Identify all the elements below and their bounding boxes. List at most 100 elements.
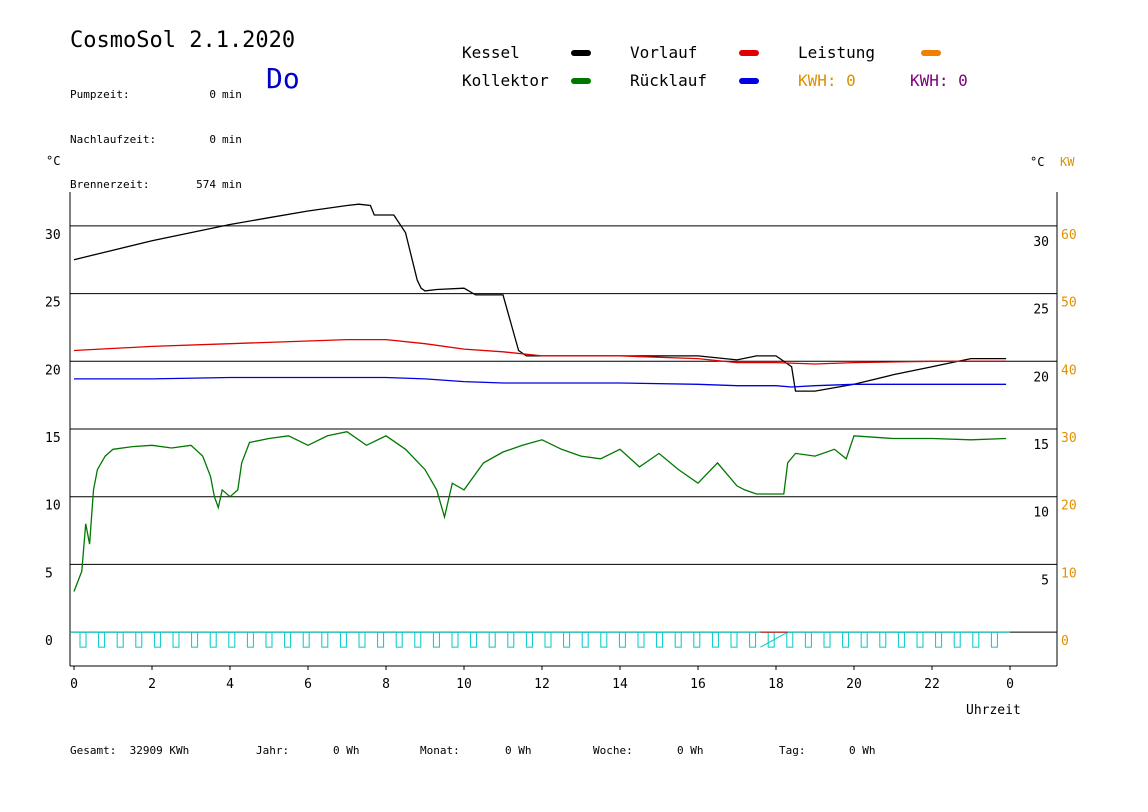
pump-pulse	[172, 631, 180, 648]
x-tick: 4	[226, 677, 234, 692]
pump-pulse	[265, 631, 273, 648]
pump-pulse	[358, 631, 366, 648]
pump-indicator	[70, 631, 1010, 648]
pump-pulse	[451, 631, 459, 648]
series-lines	[73, 203, 1007, 592]
pump-pulse	[637, 631, 645, 648]
y-tick-left: 20	[45, 363, 61, 378]
y-tick-kw: 50	[1061, 296, 1077, 311]
pump-pulse	[879, 631, 887, 648]
x-axis-label: Uhrzeit	[966, 703, 1021, 718]
pump-pulse	[135, 631, 143, 648]
legend-kollektor-label: Kollektor	[462, 71, 549, 90]
y-tick-kw: 60	[1061, 228, 1077, 243]
footer-jahr-label: Jahr:	[256, 744, 290, 757]
pump-pulse	[284, 631, 292, 648]
weekday-label: Do	[266, 62, 300, 95]
pump-pulse	[98, 631, 106, 648]
pump-pulse	[600, 631, 608, 648]
stat-unit: min	[222, 178, 242, 191]
x-tick: 0	[1006, 677, 1014, 692]
series-kollektor	[73, 431, 1007, 592]
pump-pulse	[842, 631, 850, 648]
legend-kessel-swatch	[571, 50, 591, 56]
footer-monat-label: Monat:	[420, 744, 460, 757]
stat-nachlaufzeit: Nachlaufzeit: 0 min	[70, 132, 242, 147]
pump-pulse	[730, 631, 738, 648]
x-tick: 2	[148, 677, 156, 692]
pump-pulse	[302, 631, 310, 648]
y-tick-right: 30	[1033, 235, 1049, 250]
series-kessel	[73, 203, 1007, 392]
pump-pulse	[916, 631, 924, 648]
pump-pulse	[488, 631, 496, 648]
x-tick: 20	[846, 677, 862, 692]
y-tick-kw: 10	[1061, 566, 1077, 581]
series-ruecklauf	[74, 376, 1007, 388]
pump-pulse	[544, 631, 552, 648]
legend-kollektor-swatch	[571, 78, 591, 84]
pump-pulse	[432, 631, 440, 648]
y-tick-left: 0	[45, 634, 53, 649]
pump-pulse	[209, 631, 217, 648]
footer-woche-value: 0 Wh	[677, 744, 704, 757]
stat-brennerzeit: Brennerzeit: 574 min	[70, 177, 242, 192]
y-tick-right: 20	[1033, 370, 1049, 385]
y-tick-kw: 20	[1061, 499, 1077, 514]
footer-woche-label: Woche:	[593, 744, 633, 757]
pump-pulse	[656, 631, 664, 648]
legend-vorlauf-swatch	[739, 50, 759, 56]
x-tick: 6	[304, 677, 312, 692]
pump-pulse	[581, 631, 589, 648]
stat-unit: min	[222, 88, 242, 101]
pump-pulse	[153, 631, 161, 648]
pump-pulse	[414, 631, 422, 648]
y-tick-left: 5	[45, 566, 53, 581]
pump-pulse	[321, 631, 329, 648]
pump-pulse	[990, 631, 998, 648]
footer-tag-value: 0 Wh	[849, 744, 876, 757]
pump-pulse	[339, 631, 347, 648]
stat-value: 0	[209, 88, 216, 101]
pump-pulse	[823, 631, 831, 648]
y-tick-kw: 0	[1061, 634, 1069, 649]
pump-pulse	[246, 631, 254, 648]
pump-pulse	[563, 631, 571, 648]
y-tick-left: 10	[45, 499, 61, 514]
pump-pulse	[711, 631, 719, 648]
stat-value: 0	[209, 133, 216, 146]
pump-pulse	[804, 631, 812, 648]
x-tick: 0	[70, 677, 78, 692]
pump-pulse	[79, 631, 87, 648]
stat-label: Brennerzeit:	[70, 178, 150, 191]
pump-ramp	[760, 631, 788, 648]
footer-gesamt: Gesamt: 32909 KWh	[70, 744, 190, 757]
gridlines	[70, 225, 1057, 633]
y-tick-left: 25	[45, 296, 61, 311]
y-axis-right-label: °C	[1030, 155, 1044, 169]
x-tick: 12	[534, 677, 550, 692]
app-title: CosmoSol 2.1.2020	[70, 28, 296, 53]
pump-pulse	[228, 631, 236, 648]
pump-pulse	[470, 631, 478, 648]
stat-value: 574	[196, 178, 216, 191]
x-tick: 8	[382, 677, 390, 692]
y-axis-left-label: °C	[46, 154, 60, 168]
pump-pulse	[693, 631, 701, 648]
legend-ruecklauf-label: Rücklauf	[630, 71, 708, 90]
y-tick-left: 15	[45, 431, 61, 446]
pump-pulse	[749, 631, 757, 648]
stat-label: Pumpzeit:	[70, 88, 130, 101]
legend-vorlauf-label: Vorlauf	[630, 43, 698, 62]
footer-tag-label: Tag:	[779, 744, 806, 757]
x-tick: 16	[690, 677, 706, 692]
x-tick: 14	[612, 677, 628, 692]
y-tick-right: 15	[1033, 438, 1049, 453]
kwh-right-label: KWH: 0	[910, 71, 968, 90]
pump-pulse	[395, 631, 403, 648]
stats-block: Pumpzeit: 0 min Nachlaufzeit: 0 min Brennerz…	[70, 57, 242, 207]
y-tick-kw: 30	[1061, 431, 1077, 446]
legend-leistung-swatch	[921, 50, 941, 56]
pump-pulse	[897, 631, 905, 648]
